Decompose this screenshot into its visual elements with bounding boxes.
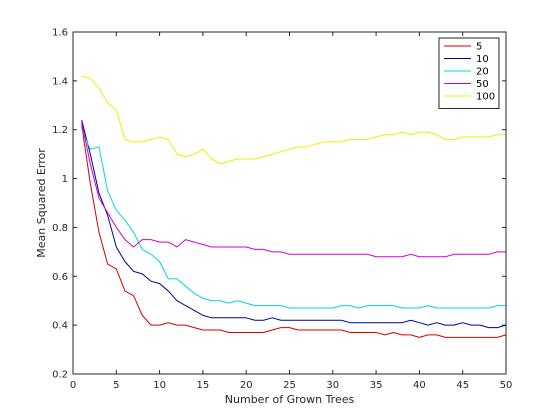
x-tick-label: 30 <box>326 380 339 391</box>
x-tick-label: 35 <box>370 380 383 391</box>
x-tick-label: 25 <box>283 380 296 391</box>
y-tick-label: 1.2 <box>52 125 68 136</box>
axis-ticks: 0 5 10 15 20 25 30 35 40 45 500.20.40.60.811.21.41… <box>52 28 512 392</box>
y-tick-label: 0.2 <box>52 370 68 381</box>
x-tick-label: 0 <box>70 380 76 391</box>
legend-label: 10 <box>476 54 489 65</box>
legend-box <box>438 37 500 109</box>
y-tick-label: 0.6 <box>52 272 68 283</box>
x-tick-label: 20 <box>240 380 253 391</box>
legend-label: 20 <box>476 67 489 78</box>
x-tick-label: 15 <box>197 380 210 391</box>
series-line-50 <box>81 122 506 258</box>
x-tick-label: 40 <box>413 380 426 391</box>
x-axis-label: Number of Grown Trees <box>225 393 355 406</box>
y-tick-label: 1.4 <box>52 76 68 87</box>
series-line-10 <box>81 119 507 329</box>
x-tick-label: 50 <box>500 380 513 391</box>
x-tick-label: 10 <box>153 380 166 391</box>
legend-label: 50 <box>476 79 489 90</box>
legend-label: 100 <box>476 92 495 103</box>
series-line-5 <box>81 124 507 338</box>
y-axis-label: Mean Squared Error <box>35 148 48 258</box>
legend-label: 5 <box>476 42 482 53</box>
plot-area <box>73 32 506 374</box>
y-tick-label: 0.8 <box>52 223 68 234</box>
axes-frame <box>72 31 507 375</box>
y-tick-label: 0.4 <box>52 321 68 332</box>
series-line-20 <box>81 129 506 309</box>
x-tick-label: 5 <box>113 380 119 391</box>
series-line-100 <box>81 75 506 165</box>
y-tick-label: 1.6 <box>52 28 68 39</box>
y-tick-label: 1 <box>62 174 68 185</box>
x-tick-label: 45 <box>456 380 469 391</box>
series-layer <box>81 75 507 338</box>
